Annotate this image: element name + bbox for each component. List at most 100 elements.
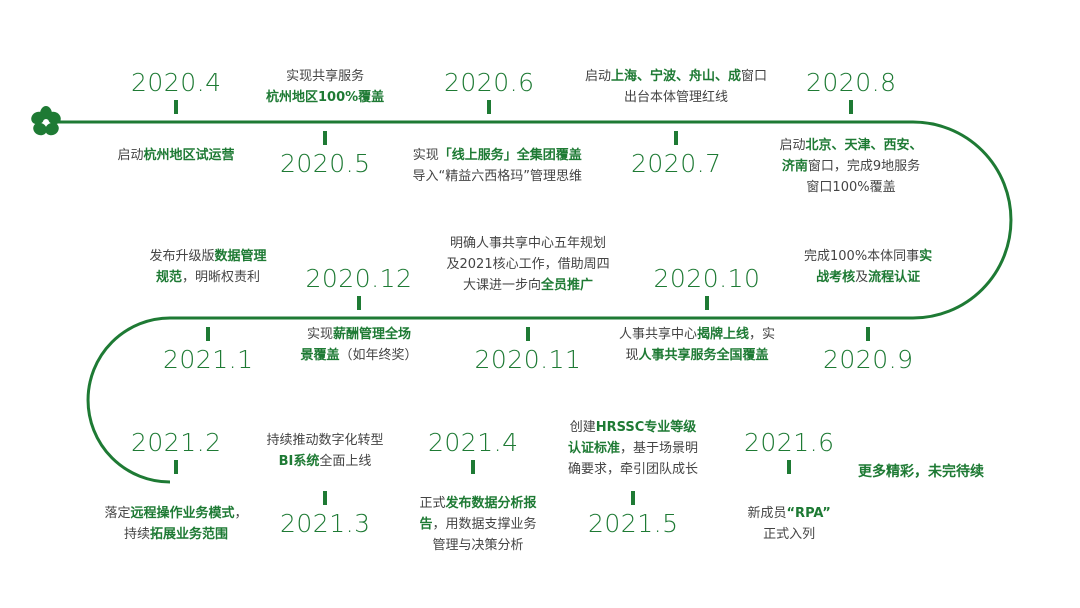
milestone-description: 落定远程操作业务模式， 持续拓展业务范围 bbox=[105, 503, 248, 545]
description-line: 发布升级版数据管理 bbox=[150, 246, 267, 267]
plain-text: 启动 bbox=[779, 138, 806, 153]
milestone-tick bbox=[631, 491, 635, 505]
plain-text: 人事共享中心 bbox=[619, 327, 698, 342]
milestone-date: 2020.9 bbox=[823, 345, 914, 374]
highlight-text: 远程操作业务模式 bbox=[130, 506, 235, 521]
plain-text: 管理与决策分析 bbox=[432, 538, 524, 553]
plain-text: 导入“精益六西格玛”管理思维 bbox=[412, 169, 582, 184]
plain-text: （如年终奖） bbox=[339, 348, 418, 363]
highlight-text: 济南 bbox=[781, 159, 808, 174]
milestone-tick bbox=[487, 100, 491, 114]
highlight-text: 薪酬管理全场 bbox=[333, 327, 412, 342]
plain-text: 大课进一步向 bbox=[463, 278, 542, 293]
description-line: 正式发布数据分析报 bbox=[420, 493, 537, 514]
milestone-tick bbox=[866, 327, 870, 341]
highlight-text: 规范 bbox=[156, 270, 183, 285]
plain-text: 持续推动数字化转型 bbox=[266, 433, 384, 448]
plain-text: 实现 bbox=[412, 148, 439, 163]
plain-text: 及 bbox=[855, 270, 869, 285]
milestone-description: 启动北京、天津、西安、 济南窗口，完成9地服务 窗口100%覆盖 bbox=[780, 135, 923, 198]
milestone-tick bbox=[206, 327, 210, 341]
milestone-date: 2021.6 bbox=[744, 428, 835, 457]
description-line: 杭州地区100%覆盖 bbox=[266, 87, 384, 108]
plain-text: 发布升级版 bbox=[149, 249, 215, 264]
highlight-text: 上海、宁波、舟山、成 bbox=[611, 69, 742, 84]
description-line: 创建HRSSC专业等级 bbox=[568, 417, 698, 438]
milestone-tick bbox=[787, 460, 791, 474]
plain-text: 创建 bbox=[569, 420, 596, 435]
description-line: 景覆盖（如年终奖） bbox=[301, 345, 418, 366]
description-line: 完成100%本体同事实 bbox=[804, 246, 932, 267]
milestone-date: 2020.5 bbox=[280, 149, 371, 178]
clover-icon bbox=[31, 106, 61, 136]
highlight-text: 全员推广 bbox=[541, 278, 594, 293]
ending-label: 更多精彩，未完待续 bbox=[858, 464, 984, 480]
plain-text: 全面上线 bbox=[319, 454, 372, 469]
milestone-description: 启动上海、宁波、舟山、成窗口 出台本体管理红线 bbox=[585, 66, 767, 108]
plain-text: 窗口100%覆盖 bbox=[806, 180, 896, 195]
plain-text: 持续 bbox=[124, 527, 151, 542]
highlight-text: 景覆盖 bbox=[300, 348, 340, 363]
highlight-text: 杭州地区100%覆盖 bbox=[266, 90, 385, 105]
description-line: 启动上海、宁波、舟山、成窗口 bbox=[585, 66, 767, 87]
milestone-date: 2020.4 bbox=[131, 68, 222, 97]
milestone-date: 2020.8 bbox=[806, 68, 897, 97]
milestone-description: 完成100%本体同事实战考核及流程认证 bbox=[804, 246, 932, 288]
plain-text: 实现 bbox=[307, 327, 334, 342]
highlight-text: 北京、天津、西安、 bbox=[805, 138, 923, 153]
milestone-date: 2021.2 bbox=[131, 428, 222, 457]
description-line: 现人事共享服务全国覆盖 bbox=[619, 345, 775, 366]
plain-text: 出台本体管理红线 bbox=[624, 90, 729, 105]
milestone-description: 新成员“RPA” 正式入列 bbox=[748, 503, 831, 545]
highlight-text: 战考核 bbox=[816, 270, 856, 285]
milestone-date: 2021.5 bbox=[588, 509, 679, 538]
milestone-description: 明确人事共享中心五年规划 及2021核心工作，借助周四大课进一步向全员推广 bbox=[447, 233, 610, 296]
highlight-text: 认证标准 bbox=[568, 441, 621, 456]
highlight-text: 实 bbox=[919, 249, 933, 264]
plain-text: ，实 bbox=[749, 327, 776, 342]
milestone-description: 人事共享中心揭牌上线，实 现人事共享服务全国覆盖 bbox=[619, 324, 775, 366]
milestone-tick bbox=[174, 460, 178, 474]
highlight-text: 杭州地区试运营 bbox=[143, 148, 235, 163]
plain-text: 正式入列 bbox=[763, 527, 816, 542]
highlight-text: 流程认证 bbox=[868, 270, 921, 285]
milestone-description: 持续推动数字化转型 BI系统全面上线 bbox=[267, 430, 384, 472]
plain-text: 及2021核心工作，借助周四 bbox=[446, 257, 610, 272]
milestone-description: 实现「线上服务」全集团覆盖导入“精益六西格玛”管理思维 bbox=[413, 145, 582, 187]
description-line: 济南窗口，完成9地服务 bbox=[780, 156, 923, 177]
plain-text: 启动 bbox=[585, 69, 612, 84]
description-line: 实现薪酬管理全场 bbox=[301, 324, 418, 345]
plain-text: 明确人事共享中心五年规划 bbox=[450, 236, 607, 251]
highlight-text: HRSSC专业等级 bbox=[595, 420, 697, 435]
description-line: 实现「线上服务」全集团覆盖 bbox=[413, 145, 582, 166]
description-line: 新成员“RPA” bbox=[748, 503, 831, 524]
plain-text: ，基于场景明 bbox=[620, 441, 699, 456]
description-line: 人事共享中心揭牌上线，实 bbox=[619, 324, 775, 345]
plain-text: 启动 bbox=[117, 148, 144, 163]
highlight-text: 拓展业务范围 bbox=[150, 527, 229, 542]
milestone-date: 2021.4 bbox=[428, 428, 519, 457]
description-line: 实现共享服务 bbox=[266, 66, 384, 87]
plain-text: 现 bbox=[625, 348, 639, 363]
plain-text: ，用数据支撑业务 bbox=[432, 517, 537, 532]
description-line: 出台本体管理红线 bbox=[585, 87, 767, 108]
milestone-description: 创建HRSSC专业等级 认证标准，基于场景明 确要求，牵引团队成长 bbox=[568, 417, 698, 480]
plain-text: 正式 bbox=[419, 496, 446, 511]
plain-text: 窗口 bbox=[741, 69, 768, 84]
milestone-date: 2020.12 bbox=[305, 264, 413, 293]
milestone-date: 2021.3 bbox=[280, 509, 371, 538]
milestone-description: 启动杭州地区试运营 bbox=[118, 145, 235, 166]
highlight-text: 告 bbox=[419, 517, 433, 532]
description-line: 窗口100%覆盖 bbox=[780, 177, 923, 198]
plain-text: 窗口，完成9地服务 bbox=[807, 159, 921, 174]
milestone-description: 实现薪酬管理全场 景覆盖（如年终奖） bbox=[301, 324, 418, 366]
description-line: 导入“精益六西格玛”管理思维 bbox=[413, 166, 582, 187]
milestone-description: 实现共享服务杭州地区100%覆盖 bbox=[266, 66, 384, 108]
description-line: 持续拓展业务范围 bbox=[105, 524, 248, 545]
highlight-text: “RPA” bbox=[786, 506, 831, 521]
description-line: 大课进一步向全员推广 bbox=[447, 275, 610, 296]
milestone-tick bbox=[471, 460, 475, 474]
plain-text: 新成员 bbox=[747, 506, 787, 521]
milestone-tick bbox=[357, 296, 361, 310]
description-line: 启动杭州地区试运营 bbox=[118, 145, 235, 166]
